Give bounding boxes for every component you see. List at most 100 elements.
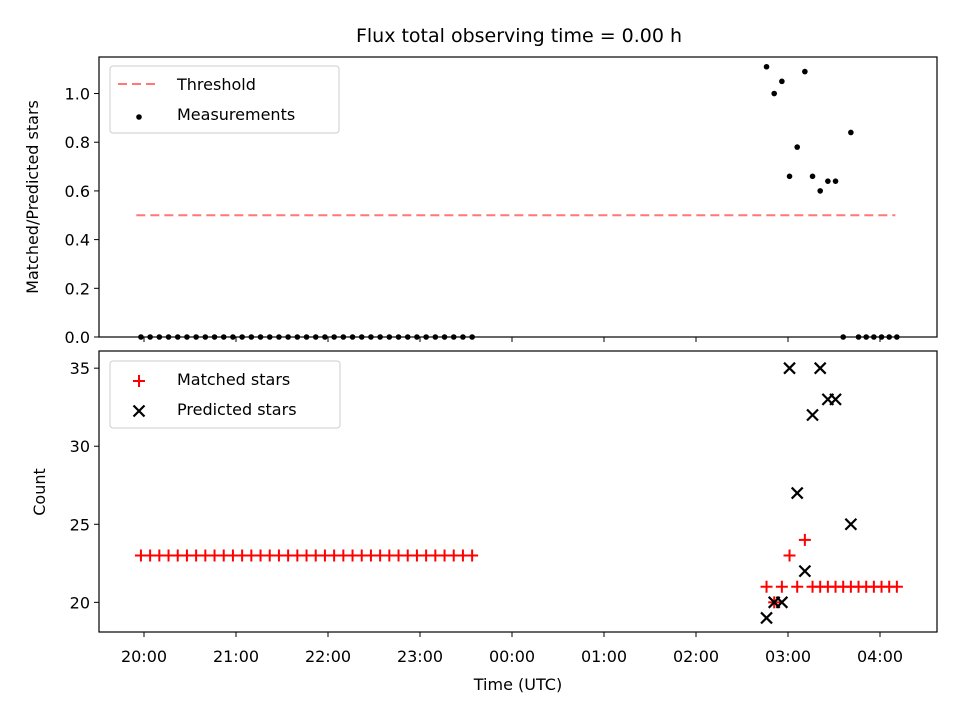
predicted-star-marker xyxy=(806,408,819,422)
legend-measurements-swatch xyxy=(136,114,142,120)
legend-measurements-label: Measurements xyxy=(177,105,295,124)
bottom-legend-box xyxy=(109,360,341,429)
top-y-axis-label: Matched/Predicted stars xyxy=(23,100,42,294)
top-y-tick-label: 0.6 xyxy=(65,182,90,201)
measurement-point xyxy=(285,334,291,340)
measurement-point xyxy=(211,334,218,340)
measurement-point xyxy=(840,334,846,340)
top-y-tick-label: 0.8 xyxy=(65,133,90,152)
measurement-point xyxy=(771,90,777,97)
measurement-point xyxy=(871,334,877,340)
matched-star-marker xyxy=(775,580,788,593)
top-x-ticks xyxy=(143,337,881,342)
legend-predicted-label: Predicted stars xyxy=(177,400,297,419)
predicted-star-marker xyxy=(844,518,858,531)
measurement-point xyxy=(156,334,163,340)
predicted-star-marker xyxy=(790,486,804,500)
measurement-point xyxy=(404,334,411,340)
measurement-point xyxy=(349,334,356,340)
top-legend-box xyxy=(109,65,340,134)
legend-predicted-swatch xyxy=(132,404,146,418)
predicted-star-marker xyxy=(798,564,812,578)
bottom-y-tick-label: 20 xyxy=(70,593,90,612)
top-y-tick-label: 0.4 xyxy=(65,231,90,250)
measurement-point xyxy=(377,334,383,340)
measurement-point xyxy=(386,334,393,340)
measurement-point xyxy=(763,63,770,70)
measurement-point xyxy=(202,334,209,340)
x-axis-label: Time (UTC) xyxy=(473,675,562,694)
bottom-y-tick-label: 30 xyxy=(70,437,90,456)
legend-matched-swatch xyxy=(133,375,145,387)
predicted-star-marker xyxy=(760,611,773,625)
measurement-point xyxy=(294,334,301,340)
measurement-points xyxy=(138,63,900,340)
top-y-tick-label: 0.2 xyxy=(65,279,90,298)
measurement-point xyxy=(248,334,255,340)
bottom-panel: 20 25 30 35 20:00 21:00 22:00 23:00 00:00 01:00 0… xyxy=(30,350,938,694)
measurement-point xyxy=(878,334,885,340)
measurement-point xyxy=(794,144,800,150)
predicted-star-marker xyxy=(775,596,789,609)
top-legend: Threshold Measurements xyxy=(109,65,340,134)
measurement-point xyxy=(239,334,245,340)
bottom-x-ticks: 20:00 21:00 22:00 23:00 00:00 01:00 02:00 03:00… xyxy=(121,632,903,666)
x-tick-label: 23:00 xyxy=(397,647,443,666)
top-y-tick-label: 0.0 xyxy=(65,328,90,347)
legend-matched-marker xyxy=(133,375,145,387)
measurement-point xyxy=(450,334,457,340)
matched-star-marker xyxy=(890,580,903,593)
measurement-point xyxy=(894,334,900,340)
measurement-point xyxy=(147,334,153,340)
legend-predicted-marker xyxy=(132,404,146,418)
measurement-point xyxy=(358,334,365,340)
top-panel: 0.0 0.2 0.4 0.6 0.8 1.0 Matched/Predicted sta… xyxy=(23,56,938,347)
measurement-point xyxy=(855,334,862,340)
matched-star-marker xyxy=(798,533,811,546)
measurement-point xyxy=(825,178,831,184)
top-plot-frame xyxy=(98,56,938,338)
measurement-point xyxy=(848,129,854,136)
x-tick-label: 03:00 xyxy=(765,647,811,666)
matched-star-marker xyxy=(760,580,773,593)
measurement-point xyxy=(395,334,402,340)
x-tick-label: 20:00 xyxy=(121,647,167,666)
count-points xyxy=(134,361,903,625)
bottom-y-ticks: 20 25 30 35 xyxy=(70,359,99,612)
measurement-point xyxy=(832,178,839,184)
legend-threshold-label: Threshold xyxy=(176,75,256,94)
x-tick-label: 01:00 xyxy=(581,647,627,666)
measurement-point xyxy=(802,68,808,75)
measurement-point xyxy=(257,334,264,340)
measurement-point xyxy=(441,334,448,340)
measurement-point xyxy=(322,334,328,340)
measurement-point xyxy=(230,334,236,340)
predicted-star-marker xyxy=(783,361,796,375)
x-tick-label: 04:00 xyxy=(857,647,903,666)
measurement-point xyxy=(220,334,227,340)
measurement-point xyxy=(469,334,475,340)
measurement-point xyxy=(276,334,282,340)
bottom-plot-frame xyxy=(98,350,938,633)
measurement-point xyxy=(138,334,144,340)
bottom-y-axis-label: Count xyxy=(30,468,49,516)
measurement-point xyxy=(423,334,429,340)
measurement-point xyxy=(174,334,181,340)
measurement-point xyxy=(460,334,466,340)
measurement-point xyxy=(863,334,869,340)
chart-title: Flux total observing time = 0.00 h xyxy=(356,25,682,47)
predicted-star-marker xyxy=(813,361,827,375)
bottom-y-tick-label: 25 xyxy=(70,515,90,534)
x-tick-label: 02:00 xyxy=(673,647,719,666)
top-y-tick-label: 1.0 xyxy=(65,85,90,104)
measurement-point xyxy=(193,334,199,340)
predicted-star-marker xyxy=(829,393,842,406)
measurement-point xyxy=(786,173,793,180)
matched-star-marker xyxy=(791,580,804,593)
measurement-point xyxy=(809,173,816,180)
bottom-legend: Matched stars Predicted stars xyxy=(109,360,341,429)
measurement-point xyxy=(432,334,439,340)
matched-star-marker xyxy=(783,549,796,562)
measurement-point xyxy=(303,334,310,340)
